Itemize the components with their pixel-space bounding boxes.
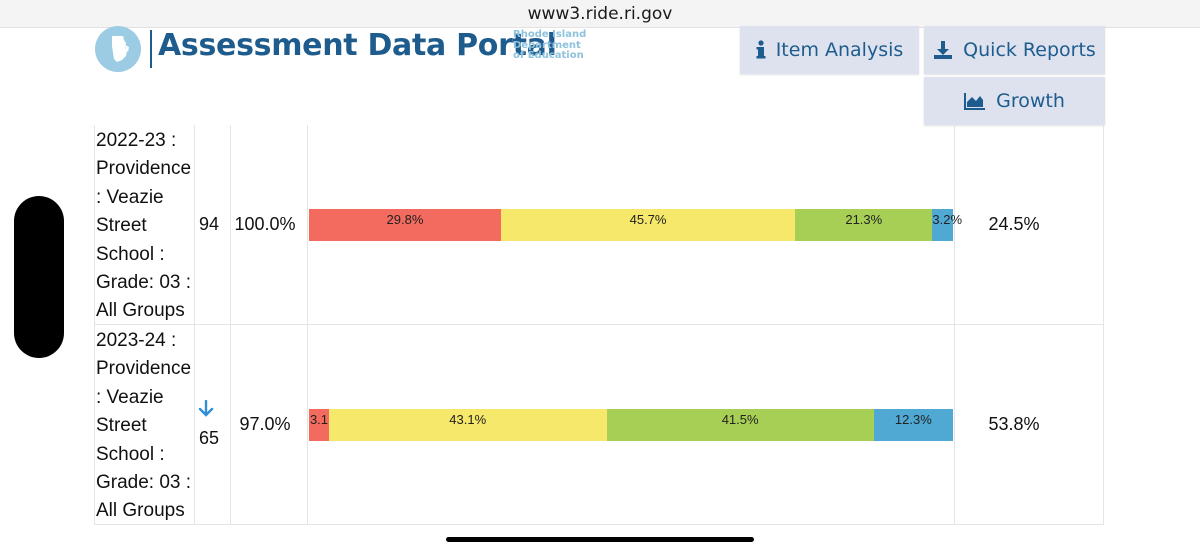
bar-segment-green: 41.5%	[606, 409, 874, 441]
student-count: 94	[198, 214, 220, 234]
download-icon	[933, 40, 953, 60]
participation-rate: 97.0%	[239, 414, 291, 434]
org-line: Rhode Island	[513, 29, 587, 40]
proficiency-rate: 24.5%	[988, 214, 1040, 234]
quick-reports-label: Quick Reports	[963, 39, 1096, 61]
grid-line	[94, 125, 95, 525]
item-analysis-button[interactable]: Item Analysis	[740, 26, 919, 74]
bar-segment-yellow: 43.1%	[328, 409, 607, 441]
results-table: 2022-23 : Providence : Veazie Street Sch…	[94, 125, 1104, 525]
bar-segment-blue: 3.2%	[932, 209, 962, 241]
area-chart-icon	[964, 92, 986, 110]
row-label: 2022-23 : Providence : Veazie Street Sch…	[96, 130, 192, 322]
grid-line	[230, 125, 231, 525]
grid-line	[954, 125, 955, 525]
org-line: of Education	[513, 50, 584, 61]
growth-label: Growth	[996, 90, 1065, 112]
table-row: 2022-23 : Providence : Veazie Street Sch…	[94, 125, 1104, 325]
arrow-down-icon	[198, 399, 214, 424]
performance-bar: 29.8% 45.7% 21.3% 3.2%	[309, 209, 962, 241]
org-line: Department	[513, 39, 581, 51]
proficiency-rate: 53.8%	[988, 414, 1040, 434]
browser-url-bar[interactable]: www3.ride.ri.gov	[0, 0, 1200, 28]
bar-segment-green: 21.3%	[795, 209, 933, 241]
table-row: 2023-24 : Providence : Veazie Street Sch…	[94, 325, 1104, 525]
logo-divider	[150, 30, 152, 68]
row-label: 2023-24 : Providence : Veazie Street Sch…	[96, 330, 192, 522]
portal-title: Assessment Data Portal	[158, 28, 557, 63]
participation-rate: 100.0%	[234, 214, 296, 234]
bar-segment-red: 29.8%	[309, 209, 501, 241]
quick-reports-button[interactable]: Quick Reports	[924, 26, 1105, 74]
ride-org-name: Rhode Island Department of Education	[513, 29, 593, 62]
grid-line	[1103, 125, 1104, 525]
grid-line	[194, 125, 195, 525]
bar-segment-blue: 12.3%	[873, 409, 953, 441]
home-indicator[interactable]	[446, 537, 754, 542]
scrollbar-handle[interactable]	[14, 196, 64, 358]
ride-logo-icon	[95, 26, 141, 72]
bar-segment-yellow: 45.7%	[500, 209, 796, 241]
item-analysis-label: Item Analysis	[775, 39, 904, 61]
performance-bar: 3.1 43.1% 41.5% 12.3%	[309, 409, 953, 441]
info-icon	[756, 40, 766, 60]
student-count: 65	[198, 428, 220, 448]
bar-segment-red: 3.1	[309, 409, 329, 441]
grid-line	[307, 125, 308, 525]
growth-button[interactable]: Growth	[924, 77, 1105, 125]
